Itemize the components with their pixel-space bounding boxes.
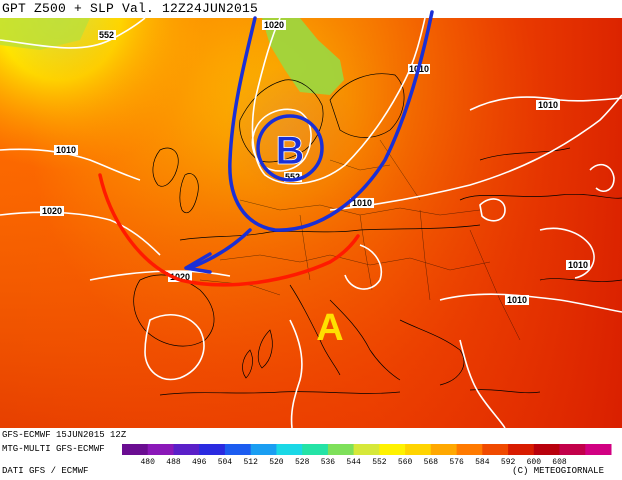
trough-arrow-head — [184, 252, 212, 274]
legend-tick-label: 544 — [346, 458, 361, 467]
legend-swatch — [302, 444, 329, 455]
label-552-low: 552 — [285, 172, 300, 182]
low-circle — [256, 114, 324, 182]
isobar-1010-far-ne — [469, 96, 622, 111]
legend-swatch — [456, 444, 483, 455]
legend-swatch — [327, 444, 355, 455]
data-source: DATI GFS / ECMWF — [2, 466, 89, 476]
isobar-1010-small — [479, 198, 506, 222]
legend-swatch — [276, 444, 303, 455]
trough-outline — [228, 10, 434, 232]
legend-tick-label: 488 — [166, 458, 181, 467]
isobar-1010-east — [539, 227, 595, 279]
legend-tick-label: 480 — [140, 458, 155, 467]
legend-swatch — [533, 444, 560, 455]
isohypse-552-nw — [0, 18, 146, 49]
label-552-nw: 552 — [99, 30, 114, 40]
isobar-small-ne — [589, 163, 615, 192]
legend-swatch — [173, 444, 200, 455]
isobar-greece — [459, 339, 506, 428]
model-info: MTG-MULTI GFS-ECMWF — [2, 444, 105, 454]
legend-tick-label: 520 — [269, 458, 284, 467]
low-pressure-letter: B — [276, 129, 305, 173]
legend-tick-label: 504 — [218, 458, 233, 467]
label-1010-center: 1010 — [352, 198, 372, 208]
legend-swatch — [224, 444, 252, 455]
legend-tick-label: 512 — [243, 458, 258, 467]
run-info: GFS-ECMWF 15JUN2015 12Z — [2, 430, 127, 440]
legend-tick-label: 592 — [501, 458, 516, 467]
map-title: GPT Z500 + SLP Val. 12Z24JUN2015 — [2, 1, 259, 16]
legend-tick-label: 496 — [192, 458, 207, 467]
legend-tick-label: 608 — [552, 458, 567, 467]
copyright: (C) METEOGIORNALE — [512, 466, 604, 476]
trough-core-shading — [262, 18, 344, 95]
label-1010-west: 1010 — [56, 145, 76, 155]
isobar-1010-west — [0, 148, 141, 181]
legend-tick-label: 552 — [372, 458, 387, 467]
label-1020-west: 1020 — [42, 206, 62, 216]
isobar-1010-balkan — [439, 293, 622, 313]
legend-swatch — [405, 444, 432, 455]
label-1010-far-ne: 1010 — [538, 100, 558, 110]
legend-swatch — [353, 444, 380, 455]
label-1020-top: 1020 — [264, 20, 284, 30]
isobar-1010-low — [251, 108, 312, 172]
legend-swatch — [147, 444, 174, 455]
legend-tick-label: 584 — [475, 458, 490, 467]
legend-tick-label: 568 — [424, 458, 439, 467]
isobar-1020-iberia — [144, 314, 205, 381]
legend-tick-label: 536 — [321, 458, 336, 467]
legend-tick-label: 528 — [295, 458, 310, 467]
label-1020-fr: 1020 — [170, 272, 190, 282]
legend-swatch — [482, 444, 509, 455]
trough-arrow-shaft — [188, 228, 252, 270]
legend-swatch — [430, 444, 457, 455]
ridge-axis-line — [98, 173, 360, 287]
label-1010-balkan: 1010 — [507, 295, 527, 305]
trough-analysis — [184, 10, 434, 274]
legend-tick-label: 576 — [449, 458, 464, 467]
legend-tick-label: 560 — [398, 458, 413, 467]
high-pressure-letter: A — [316, 307, 343, 349]
legend-swatch — [199, 444, 226, 455]
legend-swatch — [508, 444, 535, 455]
legend-swatch — [585, 444, 612, 455]
isolines — [0, 18, 622, 428]
isobar-1020-east — [251, 18, 426, 185]
isobar-1010-ne — [329, 94, 622, 211]
legend-swatch — [122, 444, 149, 455]
legend-colorbar: 480 488 496 504 512 520 528 536 544 552 560 568 576 5… — [122, 444, 612, 467]
nw-low-shading — [0, 18, 90, 50]
legend-swatch — [559, 444, 586, 455]
isobar-1020-west — [0, 211, 161, 256]
label-1010-east: 1010 — [568, 260, 588, 270]
isobar-1010-alps — [344, 244, 382, 290]
legend-swatch — [379, 444, 406, 455]
legend-tick-label: 600 — [527, 458, 542, 467]
isobar-italy — [289, 319, 303, 428]
legend-swatch — [250, 444, 277, 455]
